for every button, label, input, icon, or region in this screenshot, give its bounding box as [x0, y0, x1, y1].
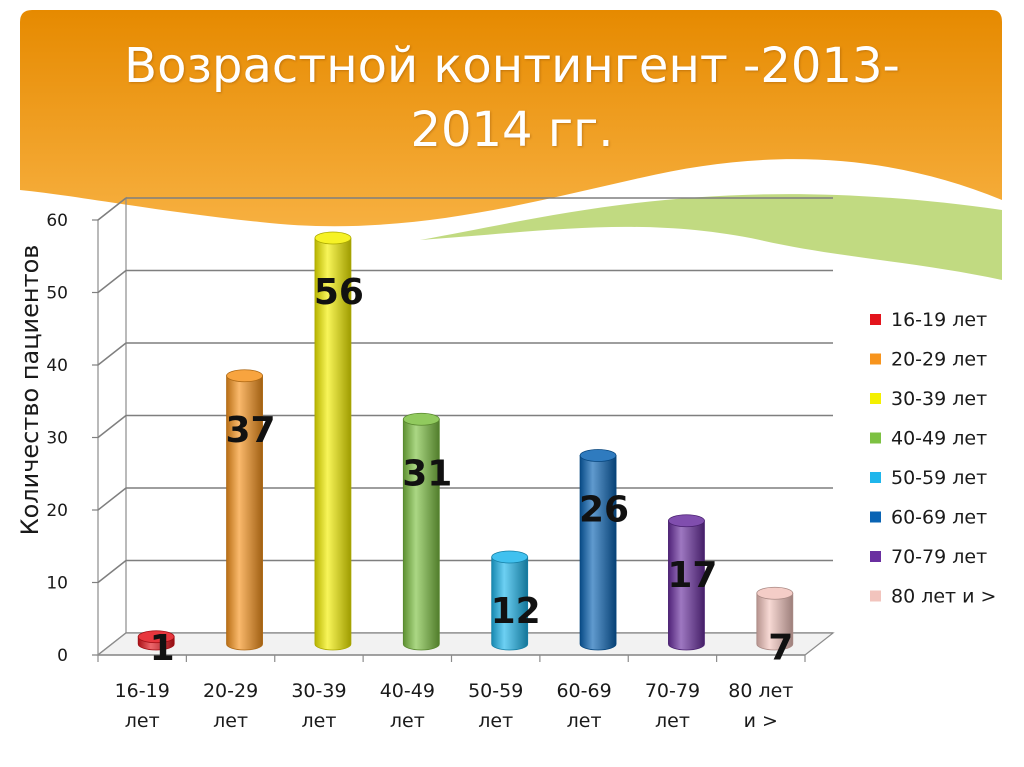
bar-8 [756, 586, 794, 651]
y-tick-label: 20 [46, 501, 68, 521]
bar-top [756, 586, 794, 600]
legend-label: 16-19 лет [891, 309, 987, 331]
bar-top [137, 630, 175, 644]
x-tick-label: лет [478, 710, 513, 732]
bar-top [314, 231, 352, 245]
x-tick-label: 70-79 [645, 680, 700, 702]
title-banner [20, 10, 1002, 280]
gridline-diagonal [97, 342, 127, 366]
bar-body [756, 592, 794, 651]
legend-label: 30-39 лет [891, 388, 987, 410]
x-tick-label: 60-69 [556, 680, 611, 702]
bar-2 [226, 369, 263, 651]
legend-swatch [870, 472, 881, 483]
legend-swatch [870, 432, 881, 444]
x-tick-label: 50-59 [468, 680, 523, 702]
page-title-line2: 2014 гг. [410, 102, 614, 158]
bar-body [402, 418, 440, 651]
bar-3 [314, 231, 352, 651]
bar-body [668, 520, 705, 651]
y-axis-title: Количество пациентов [16, 245, 44, 536]
legend-swatch [870, 511, 881, 523]
gridline-diagonal [97, 197, 127, 221]
gridline-diagonal [97, 559, 127, 584]
y-tick-label: 30 [46, 429, 68, 449]
bar-5 [491, 550, 529, 651]
x-tick-label: 80 лет [728, 680, 793, 702]
legend-swatch [870, 353, 881, 365]
x-tick-label: лет [125, 710, 160, 732]
y-tick-label: 10 [46, 574, 68, 594]
x-tick-label: 30-39 [291, 680, 346, 702]
bar-1 [137, 630, 175, 651]
y-tick-label: 50 [46, 284, 68, 304]
bar-6 [579, 449, 617, 651]
legend-swatch [870, 393, 881, 404]
legend-swatch [870, 314, 881, 325]
bar-top [226, 369, 263, 383]
x-tick-label: лет [213, 710, 248, 732]
x-tick-label: лет [655, 710, 690, 732]
data-label: 37 [226, 410, 276, 451]
banner-shape [20, 10, 1002, 227]
chart-floor [96, 632, 835, 656]
bars-layer [137, 231, 794, 651]
legend-label: 60-69 лет [891, 507, 987, 529]
bar-4 [402, 412, 440, 651]
gridline-diagonal [97, 269, 127, 294]
y-tick-label: 40 [46, 356, 68, 376]
bar-top [491, 550, 529, 564]
legend-swatch [870, 551, 881, 562]
data-label: 56 [314, 272, 364, 313]
x-tick-label: лет [301, 710, 336, 732]
x-tick-label: лет [390, 710, 425, 732]
legend-label: 70-79 лет [891, 546, 987, 568]
bar-7 [668, 514, 705, 651]
y-tick-label: 60 [46, 211, 68, 231]
data-label: 7 [768, 627, 793, 668]
data-label: 1 [150, 628, 175, 669]
legend-label: 20-29 лет [891, 349, 987, 371]
legend-label: 80 лет и > [891, 586, 996, 608]
bar-top [668, 514, 705, 528]
x-tick-label: и > [744, 710, 778, 732]
gridline-diagonal [97, 414, 127, 439]
bar-body [226, 375, 263, 651]
bar-body [314, 237, 352, 651]
gridline-diagonal [97, 487, 127, 511]
legend-swatch [870, 590, 881, 602]
banner-wave [420, 194, 1002, 280]
x-tick-label: лет [567, 710, 602, 732]
x-tick-label: 20-29 [203, 680, 258, 702]
legend-label: 40-49 лет [891, 428, 987, 450]
page-title: Возрастной контингент -2013- 2014 гг. [0, 34, 1024, 162]
page-title-line1: Возрастной контингент -2013- [124, 38, 900, 94]
data-label: 12 [491, 591, 541, 632]
bar-top [402, 412, 440, 426]
data-label: 17 [667, 555, 717, 596]
labels-layer: 1 16-19 лет 37 20-29 лет 56 30-39 лет 31 40-49 лет 1… [115, 272, 794, 732]
y-tick-label: 0 [57, 646, 68, 666]
x-tick-label: 16-19 [115, 680, 170, 702]
legend: 16-19 лет 20-29 лет 30-39 лет 40-49 лет 50-5… [870, 309, 996, 608]
legend-label: 50-59 лет [891, 467, 987, 489]
bar-body [491, 556, 529, 651]
data-label: 31 [402, 453, 452, 494]
bar-body [579, 455, 617, 651]
bar-top [579, 449, 617, 462]
data-label: 26 [579, 490, 629, 531]
x-tick-label: 40-49 [380, 680, 435, 702]
